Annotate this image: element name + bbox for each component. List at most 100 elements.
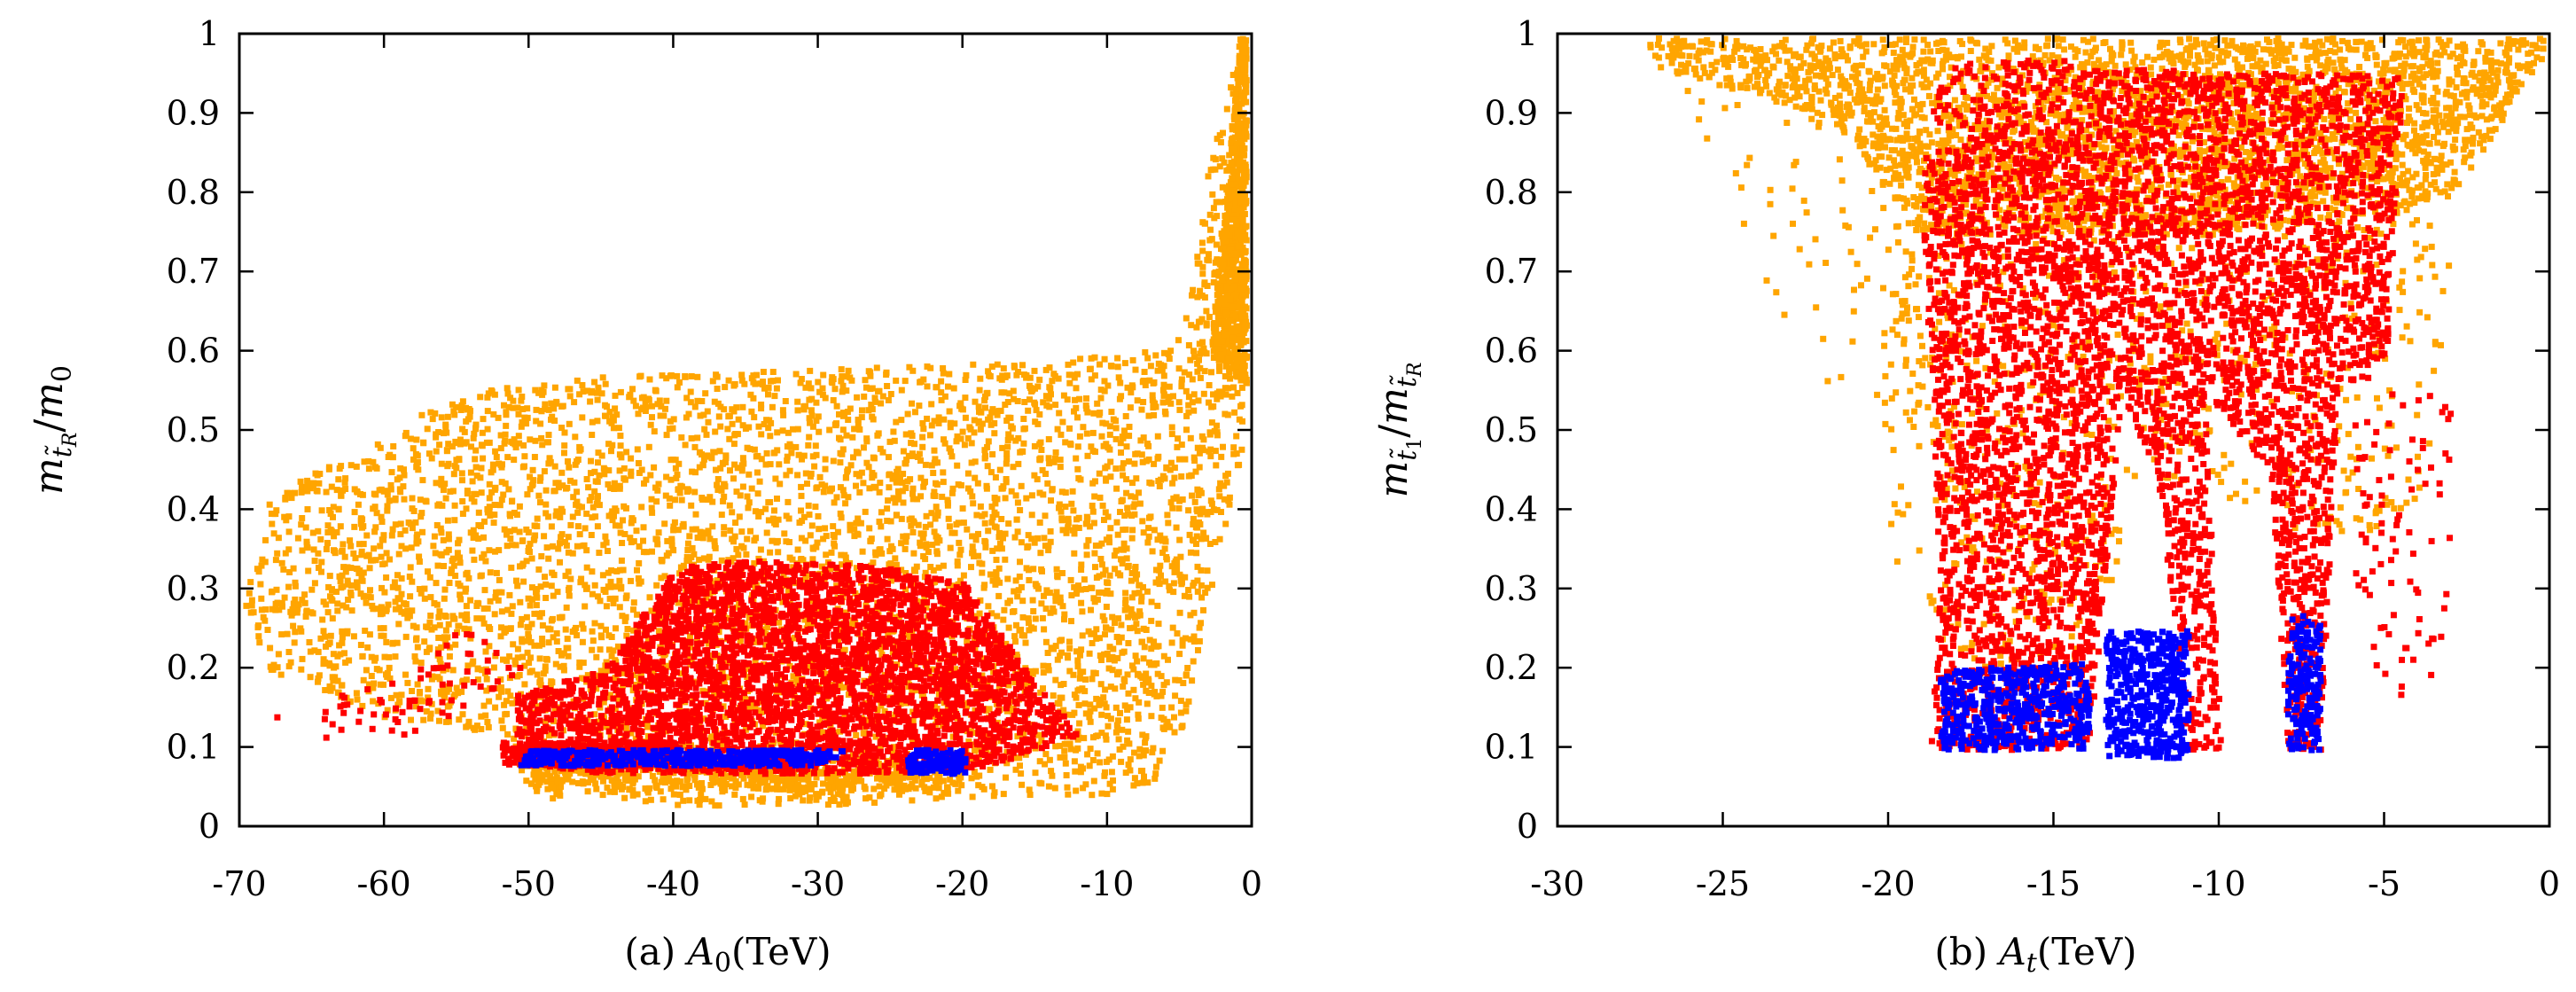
data-point-orange [860,730,867,737]
data-point-orange [541,468,548,475]
data-point-orange [798,492,805,499]
data-point-orange [1093,635,1100,642]
data-point-orange [1131,590,1138,597]
data-point-orange [688,373,695,379]
data-point-orange [1112,435,1120,442]
data-point-orange [1142,679,1149,686]
data-point-orange [842,500,849,507]
data-point-orange [1012,492,1019,499]
data-point-orange [725,674,731,681]
data-point-orange [853,471,860,478]
data-point-orange [301,591,308,598]
data-point-orange [653,536,660,543]
data-point-orange [714,476,722,482]
data-point-orange [836,801,843,808]
data-point-orange [1112,547,1120,554]
data-point-orange [441,686,449,693]
data-point-orange [542,406,549,412]
data-point-orange [1228,84,1235,91]
data-point-orange [545,555,552,562]
data-point-orange [472,464,480,471]
data-point-orange [808,412,816,419]
data-point-orange [459,711,466,718]
data-point-orange [851,426,858,433]
data-point-orange [910,566,917,574]
data-point-orange [985,438,992,445]
data-point-orange [320,656,327,663]
data-point-orange [395,551,402,558]
data-point-orange [404,679,411,686]
data-point-orange [423,648,430,655]
data-point-orange [560,667,567,674]
data-point-orange [316,672,323,679]
data-point-orange [1114,654,1121,661]
data-point-orange [1160,381,1167,388]
data-point-orange [992,474,999,480]
data-point-orange [685,410,692,418]
data-point-orange [482,648,489,655]
data-point-orange [1002,530,1009,537]
data-point-orange [823,551,830,558]
data-point-orange [285,649,293,655]
data-point-orange [837,436,844,443]
data-point-orange [418,590,425,597]
data-point-orange [588,457,594,465]
data-point-orange [1028,624,1034,631]
data-point-orange [443,429,450,436]
data-point-orange [889,545,896,552]
data-point-orange [464,488,471,495]
data-point-orange [1153,643,1160,650]
data-point-orange [598,452,605,459]
data-point-orange [610,600,617,606]
data-point-orange [770,739,777,746]
data-point-orange [433,580,440,587]
data-point-orange [1054,574,1061,581]
data-point-orange [418,660,425,667]
data-point-orange [1101,517,1107,523]
data-point-orange [967,426,974,433]
data-point-orange [372,524,379,531]
data-point-orange [1109,653,1116,660]
data-point-orange [1076,675,1083,682]
data-point-orange [1195,647,1201,653]
data-point-orange [909,708,917,715]
data-point-orange [342,475,349,482]
data-point-orange [623,632,630,639]
data-point-orange [521,453,528,460]
data-point-orange [323,488,330,496]
data-point-orange [981,519,988,527]
data-point-orange [1052,643,1059,650]
data-point-orange [548,582,555,590]
data-point-orange [606,691,613,699]
data-point-orange [541,533,548,540]
data-point-orange [364,644,371,651]
data-point-orange [392,521,399,528]
data-point-orange [1172,692,1179,699]
data-point-orange [360,541,367,548]
data-point-orange [1011,534,1019,541]
data-point-orange [736,513,743,520]
data-point-orange [1036,376,1043,383]
data-point-orange [988,610,995,617]
data-point-orange [1123,716,1130,723]
data-point-orange [1103,477,1110,484]
data-point-orange [751,414,758,421]
data-point-orange [760,369,767,375]
data-point-orange [1057,652,1064,660]
data-point-orange [1185,587,1192,593]
data-point-orange [731,533,738,540]
data-point-orange [745,499,753,506]
data-point-orange [1175,435,1182,442]
data-point-orange [768,378,774,385]
data-point-orange [886,438,894,445]
data-point-orange [1106,423,1113,430]
data-point-orange [379,536,386,543]
data-point-orange [839,561,845,568]
data-point-orange [776,795,783,802]
data-point-orange [613,568,621,574]
data-point-orange [472,426,479,433]
data-point-orange [838,684,845,691]
data-point-orange [1019,448,1026,455]
data-point-orange [1185,409,1192,416]
data-point-orange [933,539,941,546]
